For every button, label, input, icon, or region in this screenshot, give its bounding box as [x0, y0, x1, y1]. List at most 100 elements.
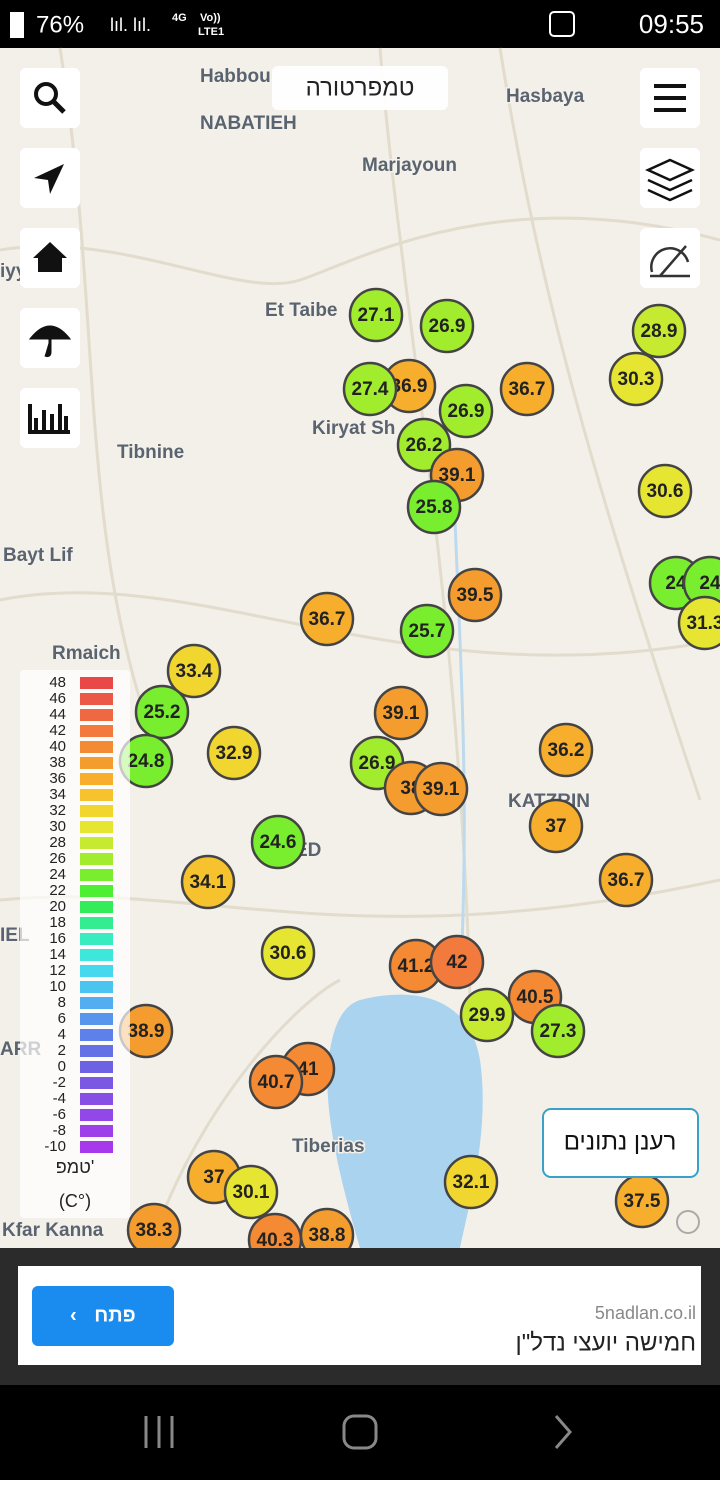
station[interactable]: 27.4: [342, 361, 398, 417]
station[interactable]: 31.3: [677, 595, 720, 651]
legend-label: -8: [53, 1122, 66, 1139]
station[interactable]: 29.9: [459, 987, 515, 1043]
legend-swatch: [80, 773, 113, 785]
menu-icon: [654, 84, 686, 112]
recents-button[interactable]: [144, 1416, 174, 1448]
station[interactable]: 38.3: [126, 1202, 182, 1258]
station[interactable]: 25.7: [399, 603, 455, 659]
station[interactable]: 30.6: [260, 925, 316, 981]
layers-icon: [644, 158, 696, 202]
station-marker: [677, 595, 720, 651]
nav-bar: [0, 1385, 720, 1480]
station-value: 36.7: [509, 379, 546, 400]
station[interactable]: 37.5: [614, 1173, 670, 1229]
station-marker: [528, 798, 584, 854]
station-value: 38.3: [136, 1220, 173, 1241]
station[interactable]: 32.1: [443, 1154, 499, 1210]
station[interactable]: 25.8: [406, 479, 462, 535]
draw-icon: [650, 245, 690, 278]
legend-label: 20: [49, 898, 66, 915]
station[interactable]: 38.9: [118, 1003, 174, 1059]
station[interactable]: 36.2: [538, 722, 594, 778]
station[interactable]: 33.4: [166, 643, 222, 699]
legend-swatch: [80, 1061, 113, 1073]
station-value: 27.3: [540, 1021, 577, 1042]
station-value: 36.9: [391, 376, 428, 397]
legend-label: 32: [49, 802, 66, 819]
station-value: 33.4: [176, 661, 213, 682]
station[interactable]: 28.9: [631, 303, 687, 359]
station-value: 38.8: [309, 1225, 346, 1246]
legend-label: 44: [49, 706, 66, 723]
search-icon: [34, 82, 58, 106]
station[interactable]: 27.1: [348, 287, 404, 343]
station[interactable]: 36.7: [299, 591, 355, 647]
legend-swatch: [80, 869, 113, 881]
volte: Vo)): [200, 12, 221, 24]
station-value: 32.9: [216, 743, 253, 764]
ad-button-label: פתח: [94, 1304, 135, 1326]
legend-swatch: [80, 1141, 113, 1153]
back-button[interactable]: [554, 1415, 572, 1449]
station[interactable]: 36.9: [381, 358, 437, 414]
station[interactable]: 36.7: [598, 852, 654, 908]
station[interactable]: 42: [429, 934, 485, 990]
station-value: 27.1: [358, 305, 395, 326]
station-marker: [598, 852, 654, 908]
status-bar: [0, 0, 720, 48]
station-marker: [206, 725, 262, 781]
station-value: 25.2: [144, 702, 181, 723]
ad-button[interactable]: [32, 1286, 174, 1346]
station-value: 31.3: [687, 613, 720, 634]
home-nav-button[interactable]: [342, 1414, 378, 1450]
station[interactable]: 24.6: [250, 814, 306, 870]
legend-label: 18: [49, 914, 66, 931]
map-title: טמפרטורה: [306, 74, 415, 101]
station-value: 41: [297, 1059, 319, 1080]
legend-swatch: [80, 949, 113, 961]
legend-label: 40: [49, 738, 66, 755]
station[interactable]: 24.8: [118, 733, 174, 789]
station[interactable]: 30.1: [223, 1164, 279, 1220]
station[interactable]: 26.9: [438, 383, 494, 439]
station[interactable]: 30.6: [637, 463, 693, 519]
place-label: Tibnine: [117, 442, 184, 463]
station-value: 25.8: [416, 497, 453, 518]
station-marker: [299, 591, 355, 647]
right-toolbar: [640, 68, 700, 288]
station-value: 39.1: [383, 703, 420, 724]
station[interactable]: 30.3: [608, 351, 664, 407]
station[interactable]: 39.5: [447, 567, 503, 623]
station[interactable]: 39.1: [373, 685, 429, 741]
legend-swatch: [80, 677, 113, 689]
station[interactable]: 26.9: [419, 298, 475, 354]
refresh-button[interactable]: [542, 1108, 699, 1178]
station[interactable]: 34.1: [180, 854, 236, 910]
station[interactable]: 24: [682, 555, 720, 611]
legend-swatch: [80, 917, 113, 929]
station-marker: [447, 567, 503, 623]
station[interactable]: 41.2: [388, 938, 444, 994]
station[interactable]: 32.9: [206, 725, 262, 781]
station[interactable]: 27.3: [530, 1003, 586, 1059]
legend-swatch: [80, 805, 113, 817]
station[interactable]: 25.2: [134, 684, 190, 740]
station-marker: [459, 987, 515, 1043]
chart-icon: [28, 404, 70, 434]
draw-button[interactable]: [640, 228, 700, 288]
station-value: 36.7: [309, 609, 346, 630]
legend-label: 12: [49, 962, 66, 979]
legend-label: 6: [58, 1010, 66, 1027]
station[interactable]: 37: [528, 798, 584, 854]
place-label: Hasbaya: [506, 86, 585, 107]
station-value: 24: [665, 573, 687, 594]
ad-domain: 5nadlan.co.il: [595, 1303, 696, 1323]
station-marker: [429, 934, 485, 990]
station[interactable]: 39.1: [413, 761, 469, 817]
legend-label: 26: [49, 850, 66, 867]
search-button[interactable]: [20, 68, 80, 128]
info-icon[interactable]: [676, 1210, 700, 1234]
station[interactable]: 36.7: [499, 361, 555, 417]
station-value: 28.9: [641, 321, 678, 342]
station[interactable]: 40.7: [248, 1054, 304, 1110]
